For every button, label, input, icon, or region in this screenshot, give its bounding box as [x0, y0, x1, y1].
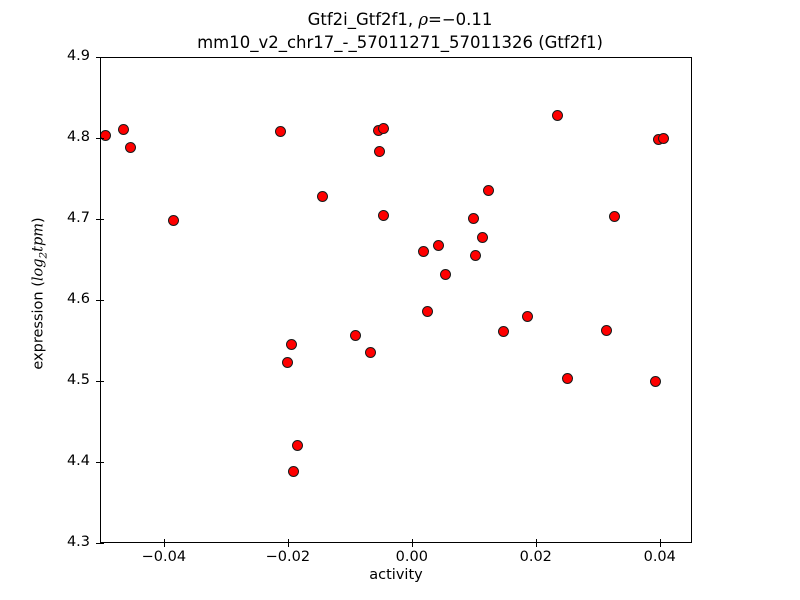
gene-pair-label: Gtf2i_Gtf2f1: [307, 10, 408, 29]
x-axis-tick-inner: [411, 539, 413, 543]
data-point: [468, 212, 480, 224]
data-point: [377, 122, 389, 134]
x-axis-tick-label: 0.00: [395, 549, 428, 565]
y-axis-tick-inner: [100, 300, 104, 301]
y-axis-tick-label: 4.3: [66, 534, 90, 550]
rho-symbol: ρ: [418, 10, 429, 29]
data-point: [118, 123, 130, 135]
y-axis-tick-label: 4.5: [66, 372, 90, 388]
x-axis-tick-label: −0.04: [141, 549, 187, 565]
y-axis-label-math: log2tpm: [30, 222, 50, 282]
x-axis-label: activity: [369, 567, 423, 583]
x-axis-tick: [287, 543, 289, 547]
data-point: [285, 339, 297, 351]
data-point: [477, 232, 489, 244]
y-axis-label-prefix: expression (: [30, 281, 47, 370]
data-point: [521, 310, 533, 322]
data-point: [552, 110, 564, 121]
x-axis-tick-inner: [287, 539, 289, 543]
x-axis-tick-inner: [163, 539, 165, 543]
tpm-text: tpm: [30, 222, 47, 252]
y-axis-tick-inner: [100, 381, 104, 382]
rho-equals: =: [428, 10, 442, 29]
data-point: [350, 329, 362, 341]
y-axis-tick: [96, 138, 100, 139]
x-axis-tick: [659, 543, 661, 547]
x-axis-tick-label: 0.04: [643, 549, 676, 565]
data-point: [101, 130, 112, 142]
y-axis-label-suffix: ): [30, 217, 47, 223]
data-point: [609, 211, 621, 223]
x-axis-tick: [163, 543, 165, 547]
data-point: [601, 325, 613, 337]
data-point: [418, 246, 430, 258]
y-axis-tick: [96, 381, 100, 382]
data-point: [433, 239, 445, 251]
y-axis-tick-inner: [100, 543, 104, 544]
y-axis-label: expression (log2tpm): [31, 93, 50, 493]
y-axis-tick-inner: [100, 57, 104, 58]
data-point: [274, 126, 286, 138]
y-axis-tick: [96, 462, 100, 463]
data-point: [650, 375, 662, 387]
x-axis-tick-label: −0.02: [265, 549, 311, 565]
x-axis-tick-label: 0.02: [519, 549, 552, 565]
y-axis-tick: [96, 219, 100, 220]
y-axis-tick-label: 4.8: [66, 129, 90, 145]
data-point: [316, 191, 328, 202]
chart-title: Gtf2i_Gtf2f1, ρ=−0.11 mm10_v2_chr17_-_57…: [0, 8, 800, 54]
data-point: [365, 346, 377, 358]
data-point: [374, 145, 386, 157]
data-point: [469, 250, 481, 262]
data-point: [422, 306, 434, 318]
title-comma: ,: [407, 10, 419, 29]
y-axis-tick-label: 4.7: [66, 210, 90, 226]
y-axis-tick: [96, 543, 100, 544]
x-axis-tick: [411, 543, 413, 547]
plot-area: [100, 57, 692, 543]
data-point: [561, 373, 573, 385]
data-point: [125, 142, 137, 154]
data-point: [168, 214, 180, 226]
data-point: [482, 184, 494, 196]
y-axis-tick-inner: [100, 219, 104, 220]
data-point: [292, 439, 303, 451]
data-point: [497, 326, 509, 338]
y-axis-tick-label: 4.6: [66, 291, 90, 307]
log-text: log: [30, 258, 47, 282]
y-axis-tick-inner: [100, 462, 104, 463]
data-point: [282, 357, 294, 369]
chart-title-line-2: mm10_v2_chr17_-_57011271_57011326 (Gtf2f…: [197, 33, 603, 52]
x-axis-tick-inner: [659, 539, 661, 543]
chart-title-line-1: Gtf2i_Gtf2f1, ρ=−0.11: [0, 8, 800, 31]
rho-value: −0.11: [441, 10, 493, 29]
x-axis-tick: [535, 543, 537, 547]
y-axis-tick: [96, 57, 100, 58]
data-point: [657, 132, 669, 144]
data-point: [440, 268, 452, 280]
data-point: [377, 209, 389, 221]
y-axis-tick-label: 4.9: [66, 48, 90, 64]
x-axis-tick-inner: [535, 539, 537, 543]
y-axis-tick-label: 4.4: [66, 453, 90, 469]
y-axis-tick: [96, 300, 100, 301]
y-axis-tick-inner: [100, 138, 104, 139]
data-point: [288, 466, 300, 478]
log-base: 2: [37, 251, 50, 259]
